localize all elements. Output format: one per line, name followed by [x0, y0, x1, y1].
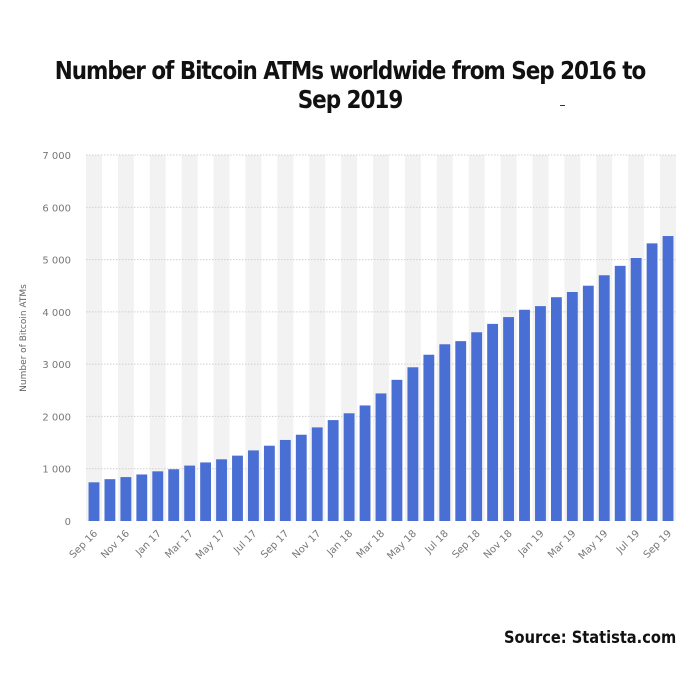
bar: [263, 445, 275, 521]
x-tick-label: Sep 19: [642, 528, 674, 560]
y-axis-ticks: 0 1 000 2 000 3 000 4 000 5 000 6 000 7 000: [42, 151, 71, 528]
y-tick-label: 4 000: [42, 308, 71, 319]
y-tick-label: 0: [65, 517, 71, 528]
y-tick-label: 7 000: [42, 151, 71, 162]
y-tick-label: 5 000: [42, 256, 71, 267]
bar: [200, 462, 212, 521]
x-tick-label: Jan 18: [325, 528, 356, 559]
x-tick-label: Mar 18: [355, 528, 387, 560]
bar: [248, 450, 259, 521]
y-tick-label: 1 000: [42, 465, 71, 476]
bar: [152, 471, 164, 521]
bar: [216, 459, 227, 521]
x-tick-label: Sep 17: [259, 528, 291, 560]
bar: [503, 317, 514, 521]
background-band: [213, 155, 230, 521]
background-band: [245, 155, 262, 521]
decorative-mark: [560, 105, 565, 106]
bar: [311, 427, 323, 521]
bar: [582, 285, 594, 521]
bar: [327, 420, 339, 521]
bar: [535, 306, 546, 521]
bar: [359, 405, 371, 521]
bar: [439, 344, 451, 521]
bar: [168, 469, 180, 521]
bar: [104, 479, 116, 521]
x-tick-label: Mar 19: [546, 528, 578, 560]
x-tick-label: May 18: [385, 528, 419, 562]
x-tick-label: Sep 18: [450, 528, 482, 560]
bar: [630, 258, 642, 521]
background-band: [86, 155, 102, 521]
x-tick-label: May 17: [194, 528, 228, 562]
bar: [88, 482, 100, 521]
bar: [136, 474, 148, 521]
bar: [550, 297, 562, 521]
bar: [455, 341, 467, 521]
bar: [375, 393, 387, 521]
background-band: [181, 155, 198, 521]
background-band: [149, 155, 166, 521]
bar: [184, 465, 196, 521]
background-band: [117, 155, 134, 521]
x-tick-label: Nov 17: [291, 528, 324, 561]
bar: [120, 477, 132, 521]
x-tick-label: Sep 16: [68, 528, 100, 560]
bar: [566, 291, 578, 521]
bar: [646, 243, 658, 521]
x-tick-label: Mar 17: [163, 528, 195, 560]
bar: [423, 354, 435, 521]
bar: [343, 413, 355, 521]
x-tick-label: Nov 18: [482, 528, 515, 561]
bar: [279, 439, 291, 521]
bar: [598, 275, 610, 521]
bars: [88, 236, 674, 522]
y-tick-label: 2 000: [42, 412, 71, 423]
bar: [295, 434, 307, 521]
x-tick-label: Jul 18: [423, 528, 451, 556]
x-tick-label: May 19: [577, 528, 611, 562]
x-tick-label: Jul 19: [614, 528, 642, 556]
bar: [407, 367, 419, 521]
bar: [487, 323, 499, 521]
chart-title: Number of Bitcoin ATMs worldwide from Se…: [54, 56, 646, 114]
y-tick-label: 3 000: [42, 360, 71, 371]
y-axis-label: Number of Bitcoin ATMs: [19, 284, 29, 392]
source-label: Source: Statista.com: [503, 628, 676, 648]
x-tick-label: Jan 19: [516, 528, 547, 559]
x-tick-label: Jul 17: [231, 528, 259, 556]
bar: [519, 309, 530, 521]
bar: [614, 265, 626, 521]
x-tick-label: Jan 17: [133, 528, 164, 559]
bar: [391, 379, 403, 521]
bar: [232, 455, 243, 521]
bar: [471, 332, 483, 521]
background-band: [277, 155, 294, 521]
x-tick-label: Nov 16: [99, 528, 132, 561]
bar: [662, 236, 674, 522]
y-tick-label: 6 000: [42, 203, 71, 214]
